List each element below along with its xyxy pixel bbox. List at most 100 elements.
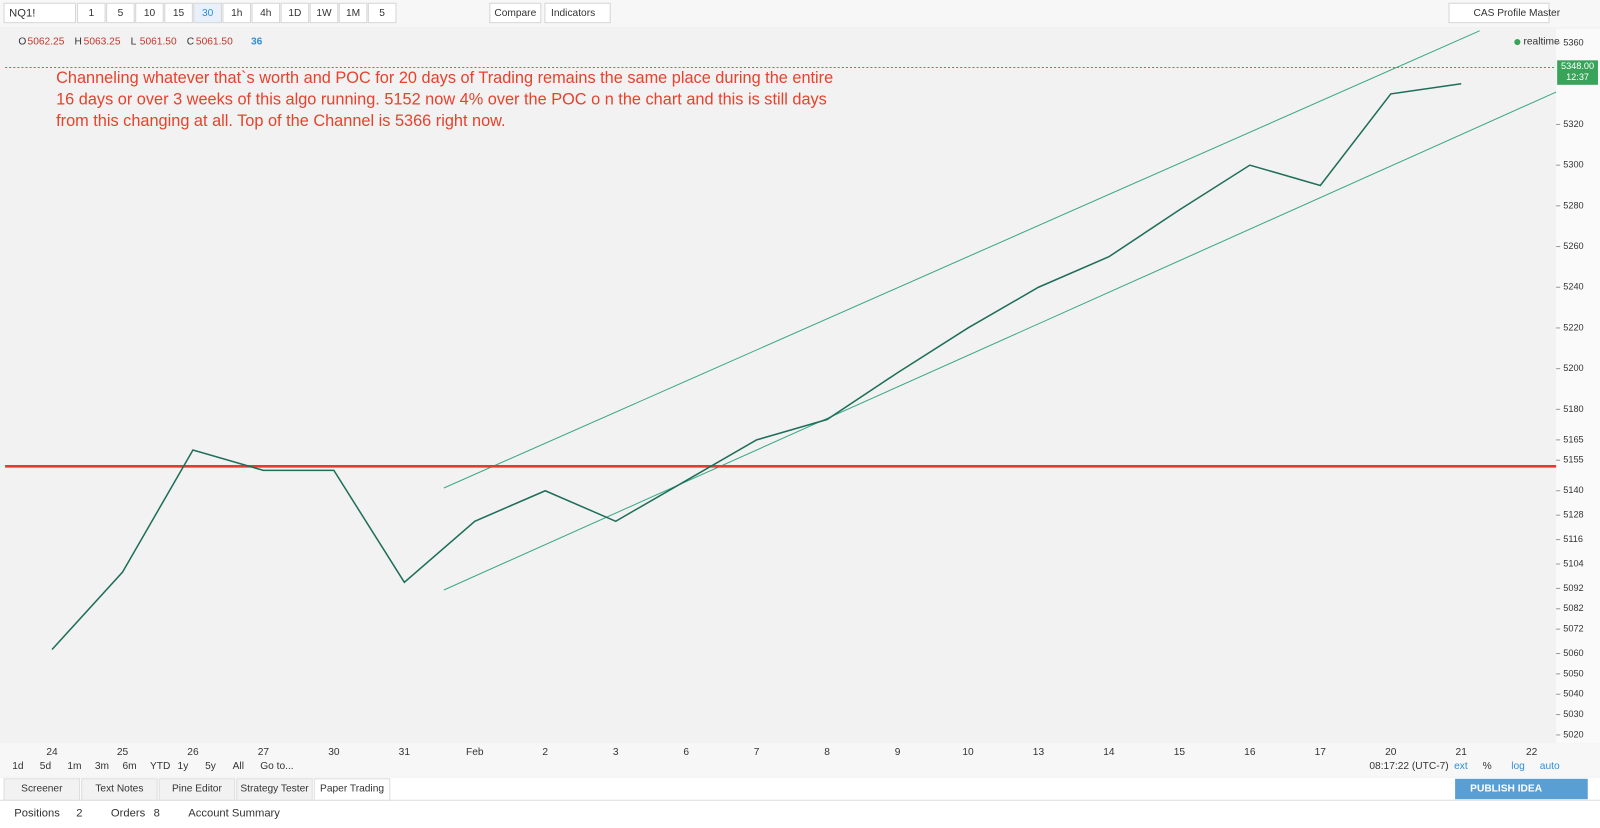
y-tick-label: 5030	[1563, 709, 1583, 719]
interval-button[interactable]	[164, 2, 193, 24]
x-tick-label: 27	[258, 747, 270, 758]
ohlc-label: H	[74, 37, 81, 48]
interval-button[interactable]	[309, 2, 339, 24]
interval-button[interactable]	[222, 2, 252, 24]
x-tick-label: 14	[1103, 747, 1115, 758]
interval-button[interactable]	[280, 2, 310, 24]
interval-button[interactable]	[338, 2, 368, 24]
interval-label: 5	[379, 8, 385, 19]
range-button[interactable]: 5d	[40, 761, 52, 772]
last-price-label: 5348.00	[1561, 61, 1594, 71]
compare-button[interactable]	[489, 2, 542, 24]
interval-button[interactable]	[135, 2, 164, 24]
tab-label: Paper Trading	[320, 784, 384, 795]
y-tick-label: 5140	[1563, 485, 1583, 495]
x-tick-label: 9	[895, 747, 901, 758]
layout-button[interactable]	[1448, 2, 1550, 24]
x-tick-label: 13	[1033, 747, 1045, 758]
interval-button[interactable]	[106, 2, 135, 24]
range-button[interactable]: 3m	[95, 761, 109, 772]
interval-button[interactable]	[77, 2, 106, 24]
y-tick-label: 5260	[1563, 241, 1583, 251]
interval-label: 30	[202, 8, 214, 19]
clock: 08:17:22 (UTC-7)	[1369, 761, 1448, 772]
date-axis	[0, 743, 1600, 777]
channel-lower	[443, 91, 1557, 591]
y-tick-label: 5050	[1563, 668, 1583, 678]
y-tick-label: 5020	[1563, 729, 1583, 739]
y-tick-label: 5280	[1563, 200, 1583, 210]
status-dot	[1514, 39, 1521, 46]
x-tick-label: 7	[754, 747, 760, 758]
interval-button[interactable]	[251, 2, 281, 24]
axis-option[interactable]: auto	[1540, 761, 1560, 772]
symbol-box[interactable]	[3, 2, 77, 24]
ohlc-value: 5061.50	[196, 37, 233, 48]
range-button[interactable]: 1d	[12, 761, 24, 772]
x-tick-label: 31	[399, 747, 411, 758]
axis-option[interactable]: %	[1483, 761, 1492, 772]
tab[interactable]	[3, 778, 81, 801]
x-tick-label: 16	[1244, 747, 1256, 758]
interval-label: 1W	[316, 8, 332, 19]
interval-label: 1D	[288, 8, 301, 19]
interval-label: 1	[88, 8, 94, 19]
publish-label: PUBLISH IDEA	[1470, 784, 1543, 795]
y-tick-label: 5040	[1563, 689, 1583, 699]
interval-label: 15	[173, 8, 185, 19]
account-tab[interactable]: Account Summary	[188, 807, 280, 819]
x-tick-label: 2	[542, 747, 548, 758]
tab[interactable]	[81, 778, 158, 801]
y-tick-label: 5092	[1563, 583, 1583, 593]
annotation: 16 days or over 3 weeks of this algo run…	[56, 91, 827, 109]
range-button[interactable]: Go to...	[260, 761, 293, 772]
annotation: Channeling whatever that`s worth and POC…	[56, 69, 833, 87]
account-tab[interactable]: Orders	[111, 807, 146, 819]
account-tab[interactable]: Positions	[14, 807, 60, 819]
range-button[interactable]: 6m	[122, 761, 136, 772]
axis-option[interactable]: ext	[1454, 761, 1468, 772]
x-tick-label: 30	[328, 747, 340, 758]
range-button[interactable]: All	[233, 761, 244, 772]
interval-label: 5	[118, 8, 124, 19]
y-tick-label: 5240	[1563, 282, 1583, 292]
tab[interactable]	[158, 778, 236, 801]
range-button[interactable]: 1m	[67, 761, 81, 772]
y-tick-label: 5200	[1563, 363, 1583, 373]
x-tick-label: 15	[1174, 747, 1186, 758]
x-tick-label: 3	[613, 747, 619, 758]
x-tick-label: 20	[1385, 747, 1397, 758]
y-tick-label: 5220	[1563, 322, 1583, 332]
publish-button[interactable]	[1455, 778, 1588, 800]
range-button[interactable]: 1y	[178, 761, 190, 772]
tab-label: Strategy Tester	[240, 784, 309, 795]
y-tick-label: 5128	[1563, 510, 1583, 520]
ohlc-value: 5061.50	[140, 37, 177, 48]
indicators-button[interactable]	[544, 2, 611, 24]
symbol: NQ1!	[9, 7, 35, 19]
tab[interactable]	[313, 778, 391, 801]
axis-option[interactable]: log	[1511, 761, 1525, 772]
range-button[interactable]: 5y	[205, 761, 217, 772]
interval-label: 1M	[346, 8, 360, 19]
layout-label: CAS Profile Master	[1473, 8, 1560, 19]
x-tick-label: 24	[46, 747, 58, 758]
account-count: 2	[76, 807, 82, 819]
interval-button[interactable]	[367, 2, 397, 24]
y-tick-label: 5116	[1563, 534, 1583, 544]
x-tick-label: 25	[117, 747, 129, 758]
plot-area	[0, 28, 1557, 744]
interval-button[interactable]	[193, 2, 222, 24]
interval-label: 1h	[231, 8, 242, 19]
status: realtime	[1523, 37, 1560, 48]
ohlc-label: O	[18, 37, 26, 48]
y-tick-label: 5082	[1563, 603, 1583, 613]
range-button[interactable]: YTD	[150, 761, 170, 772]
tab-label: Text Notes	[95, 784, 143, 795]
x-tick-label: 21	[1456, 747, 1468, 758]
x-tick-label: 26	[187, 747, 199, 758]
tab[interactable]	[236, 778, 313, 801]
last-price-badge	[1557, 60, 1598, 85]
